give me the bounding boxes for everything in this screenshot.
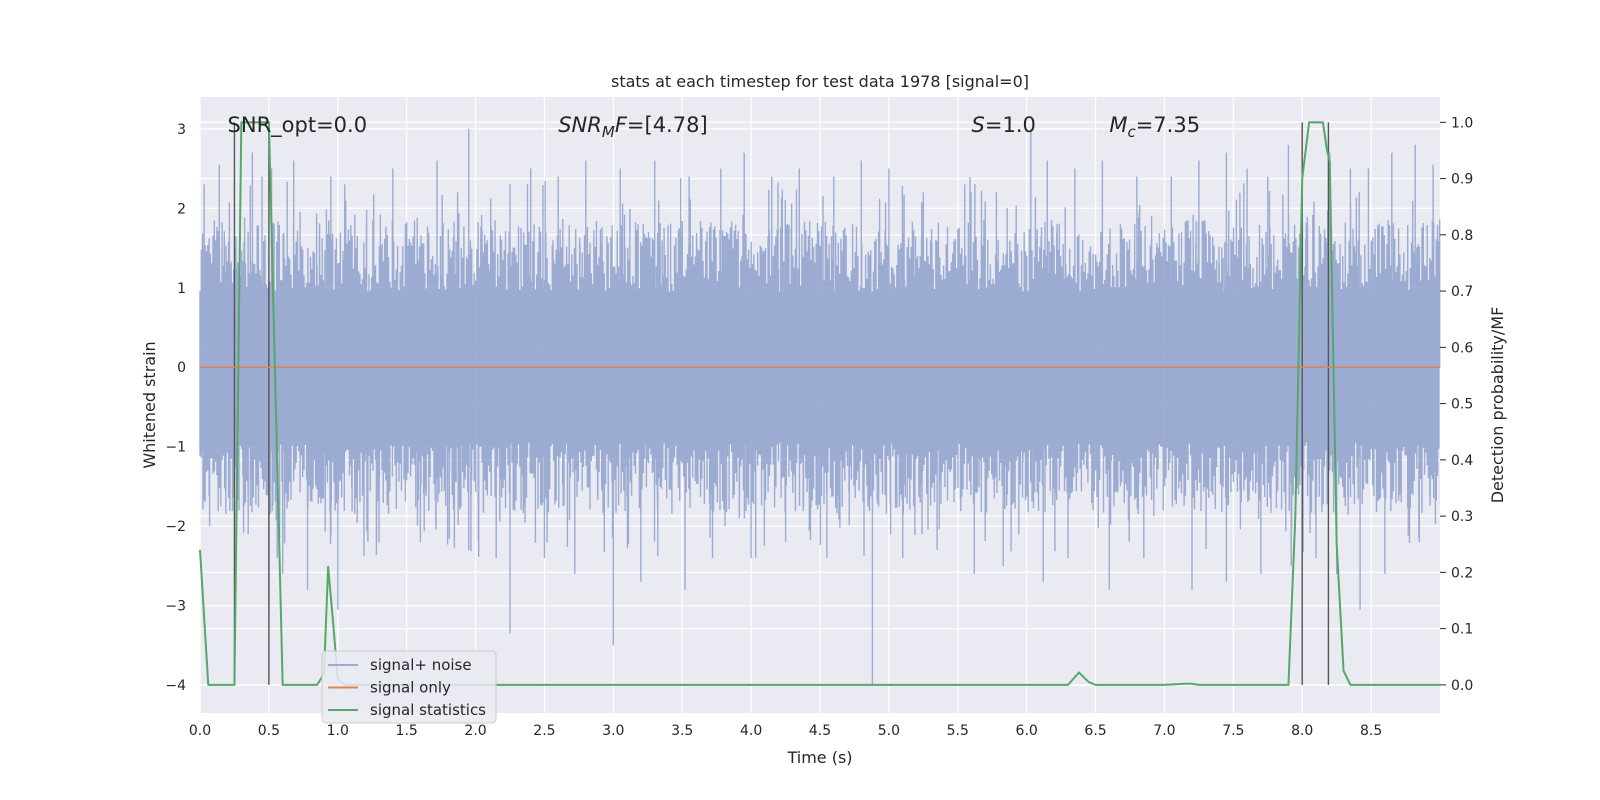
x-tick-label: 2.0 <box>464 723 486 739</box>
annotation-part: =7.35 <box>1136 113 1200 137</box>
x-tick-label: 3.5 <box>671 723 693 739</box>
left-tick-label: −3 <box>165 599 186 615</box>
right-tick-label: 0.0 <box>1451 678 1473 694</box>
left-tick-label: 2 <box>177 201 186 217</box>
series-lines <box>199 121 1440 686</box>
annotation-s-value: S=1.0 <box>972 113 1036 137</box>
right-tick-label: 0.4 <box>1451 453 1473 469</box>
right-tick-label: 0.2 <box>1451 565 1473 581</box>
legend-label: signal only <box>370 679 451 697</box>
annotation-part: M <box>1109 113 1127 137</box>
right-tick-label: 0.8 <box>1451 228 1473 244</box>
annotation-part: M <box>602 123 615 141</box>
right-tick-label: 0.9 <box>1451 172 1473 188</box>
annotations: SNR_opt=0.0 SNRMF=[4.78] S=1.0 Mc=7.35 <box>228 113 1201 141</box>
annotation-part: S <box>972 113 985 137</box>
legend: signal+ noise signal only signal statistic… <box>321 650 497 724</box>
right-tick-label: 1.0 <box>1451 115 1473 131</box>
annotation-snr-mf: SNRMF=[4.78] <box>558 113 707 141</box>
right-tick-label: 0.1 <box>1451 622 1473 638</box>
x-axis-ticks: 0.0 0.5 1.0 1.5 2.0 2.5 3.0 3.5 4.0 4.5 5.0 5.5 6.0 6… <box>189 723 1382 739</box>
right-tick-label: 0.7 <box>1451 284 1473 300</box>
x-tick-label: 1.0 <box>327 723 349 739</box>
left-tick-label: 0 <box>177 360 186 376</box>
left-axis-label: Whitened strain <box>140 341 159 468</box>
legend-label: signal+ noise <box>370 656 472 674</box>
x-tick-label: 8.0 <box>1291 723 1313 739</box>
x-tick-label: 4.0 <box>740 723 762 739</box>
legend-box <box>321 650 497 724</box>
x-tick-label: 6.0 <box>1016 723 1038 739</box>
annotation-part: F <box>615 113 628 137</box>
annotation-mc-value: Mc=7.35 <box>1109 113 1200 141</box>
legend-label: signal statistics <box>370 701 486 719</box>
x-tick-label: 2.5 <box>533 723 555 739</box>
series-signal-noise <box>199 128 1441 686</box>
annotation-part: SNR <box>558 113 602 137</box>
right-tick-label: 0.6 <box>1451 340 1473 356</box>
x-tick-label: 3.0 <box>602 723 624 739</box>
x-tick-label: 7.0 <box>1153 723 1175 739</box>
x-tick-label: 0.5 <box>258 723 280 739</box>
left-axis-ticks: −4 −3 −2 −1 0 1 2 3 <box>165 122 186 694</box>
x-tick-label: 1.5 <box>396 723 418 739</box>
right-tick-label: 0.5 <box>1451 397 1473 413</box>
x-tick-label: 7.5 <box>1222 723 1244 739</box>
x-tick-label: 4.5 <box>809 723 831 739</box>
left-tick-label: −1 <box>165 440 186 456</box>
signal-noise-trace <box>199 128 1441 686</box>
x-tick-label: 5.0 <box>878 723 900 739</box>
x-tick-label: 6.5 <box>1084 723 1106 739</box>
annotation-part: =1.0 <box>985 113 1036 137</box>
chart-title: stats at each timestep for test data 197… <box>611 72 1029 91</box>
left-tick-label: −2 <box>165 519 186 535</box>
annotation-part: c <box>1127 123 1136 141</box>
annotation-part: =[4.78] <box>627 113 708 137</box>
x-tick-label: 0.0 <box>189 723 211 739</box>
right-axis-ticks: 0.0 0.1 0.2 0.3 0.4 0.5 0.6 0.7 0.8 0.9 1.0 <box>1440 115 1473 694</box>
x-axis-label: Time (s) <box>786 748 852 767</box>
signal-statistics-line <box>199 121 1440 686</box>
x-tick-label: 8.5 <box>1360 723 1382 739</box>
annotation-snr-opt: SNR_opt=0.0 <box>228 113 368 138</box>
left-tick-label: 1 <box>177 281 186 297</box>
right-tick-label: 0.3 <box>1451 509 1473 525</box>
left-tick-label: −4 <box>165 678 186 694</box>
right-axis-label: Detection probability/MF <box>1488 307 1507 504</box>
annotation-part: SNR_opt=0.0 <box>228 113 368 138</box>
left-tick-label: 3 <box>177 122 186 138</box>
x-tick-label: 5.5 <box>947 723 969 739</box>
